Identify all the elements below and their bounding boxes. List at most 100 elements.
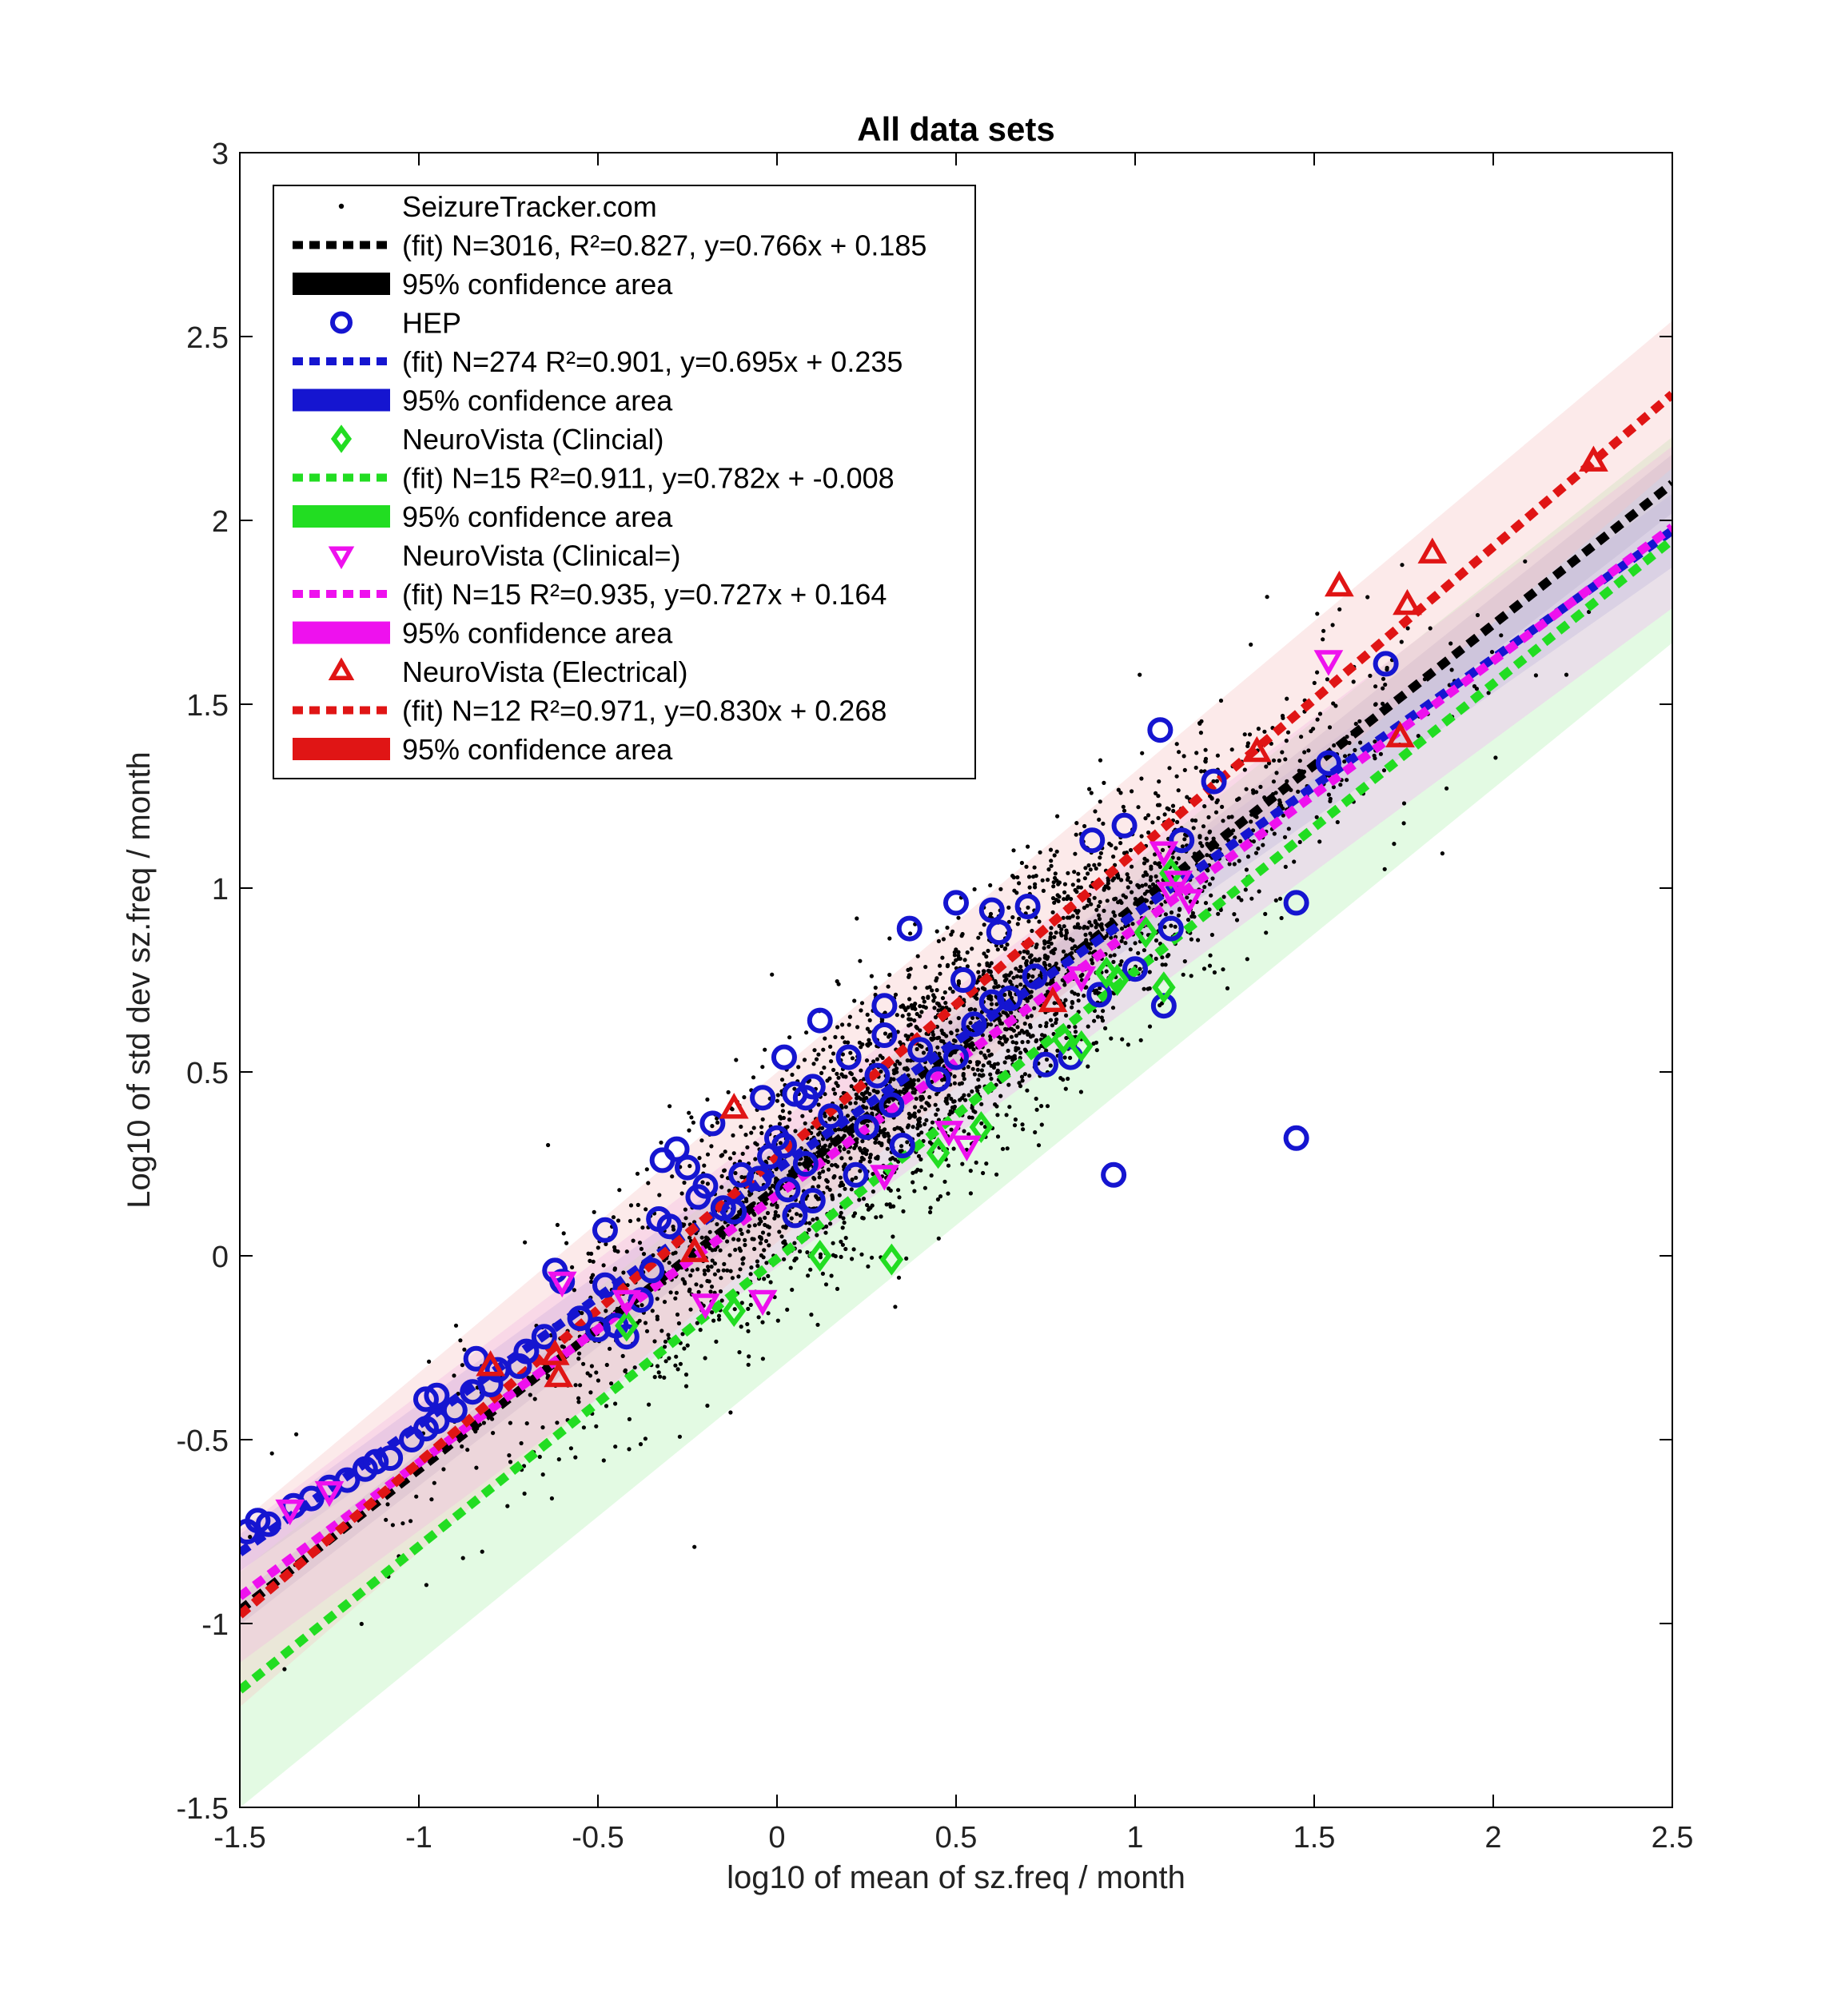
seizuretracker-point (859, 1008, 863, 1013)
seizuretracker-point (1191, 826, 1196, 831)
hep-point (943, 1044, 969, 1070)
seizuretracker-point (1026, 919, 1031, 924)
seizuretracker-point (643, 1321, 648, 1325)
seizuretracker-point (658, 1374, 663, 1379)
seizuretracker-point (765, 1224, 770, 1229)
seizuretracker-point (902, 1066, 907, 1071)
seizuretracker-point (1011, 975, 1016, 980)
seizuretracker-point (625, 1283, 630, 1288)
seizuretracker-point (934, 988, 939, 993)
seizuretracker-point (848, 1156, 853, 1161)
neurovista-clincial-point (879, 1243, 904, 1276)
seizuretracker-point (895, 1059, 900, 1064)
seizuretracker-point (636, 1217, 641, 1222)
seizuretracker-point (904, 1256, 909, 1261)
seizuretracker-point (624, 1249, 629, 1254)
seizuretracker-point (731, 1151, 736, 1156)
seizuretracker-point (1026, 973, 1031, 978)
legend: SeizureTracker.com(fit) N=3016, R²=0.827… (273, 185, 976, 779)
neurovista-clincial-point (807, 1240, 832, 1272)
hep-point (1315, 750, 1341, 776)
seizuretracker-point (942, 1077, 946, 1082)
seizuretracker-point (880, 1055, 885, 1060)
seizuretracker-point (723, 1149, 727, 1154)
seizuretracker-point (911, 1125, 915, 1130)
seizuretracker-point (1086, 871, 1090, 876)
legend-item-2: (fit) N=3016, R²=0.827, y=0.766x + 0.185 (293, 229, 926, 262)
y-tick-label: 2 (212, 505, 229, 539)
seizuretracker-point (775, 1093, 780, 1098)
seizuretracker-point (810, 1125, 815, 1130)
seizuretracker-point (1306, 748, 1311, 753)
seizuretracker-point (1042, 962, 1047, 966)
seizuretracker-point (839, 1156, 844, 1161)
seizuretracker-point (1082, 823, 1087, 829)
seizuretracker-point (699, 1284, 703, 1289)
hep-point (943, 890, 969, 916)
hep-point (871, 993, 898, 1019)
seizuretracker-point (1030, 958, 1034, 963)
legend-band-symbol (293, 273, 390, 295)
seizuretracker-point (984, 1161, 989, 1166)
seizuretracker-point (1076, 909, 1081, 914)
hep-point (889, 1133, 915, 1158)
seizuretracker-point (414, 1494, 419, 1499)
seizuretracker-point (1212, 970, 1217, 975)
hep-point (1022, 963, 1048, 990)
seizuretracker-point (746, 1306, 751, 1311)
seizuretracker-point (1018, 1084, 1023, 1089)
seizuretracker-point (993, 1102, 998, 1107)
seizuretracker-point (465, 1448, 470, 1452)
neurovista-clinical-point (612, 1289, 642, 1317)
seizuretracker-point (920, 1096, 926, 1101)
seizuretracker-point (1039, 1104, 1044, 1109)
seizuretracker-point (1002, 1034, 1006, 1039)
seizuretracker-point (798, 1249, 803, 1254)
hep-point (835, 1044, 862, 1070)
seizuretracker-point (1142, 948, 1146, 953)
seizuretracker-point (875, 1154, 880, 1159)
seizuretracker-point (934, 976, 939, 981)
seizuretracker-point (905, 1140, 910, 1145)
seizuretracker-point (975, 1088, 980, 1093)
x-tick-label: 1.5 (1293, 1821, 1336, 1855)
seizuretracker-point (1331, 701, 1336, 706)
y-tick-label: 2.5 (186, 321, 229, 355)
seizuretracker-point (770, 972, 775, 977)
seizuretracker-point (1109, 1036, 1114, 1041)
seizuretracker-point (1141, 874, 1146, 879)
seizuretracker-point (1017, 1081, 1022, 1086)
seizuretracker-point (753, 1157, 758, 1161)
seizuretracker-point (804, 1030, 809, 1035)
seizuretracker-point (970, 946, 974, 951)
seizuretracker-point (959, 934, 964, 938)
seizuretracker-point (1215, 753, 1220, 758)
seizuretracker-point (907, 1115, 912, 1120)
hep-point (1033, 1051, 1058, 1078)
seizuretracker-point (655, 1297, 659, 1301)
seizuretracker-point (994, 1070, 999, 1075)
seizuretracker-point (682, 1222, 687, 1227)
x-tick-label: 2 (1484, 1821, 1501, 1855)
legend-item-3: 95% confidence area (293, 268, 673, 301)
seizuretracker-point (719, 1153, 723, 1158)
seizuretracker-point (730, 1276, 735, 1281)
seizuretracker-point (1019, 1074, 1025, 1079)
seizuretracker-point (1154, 956, 1158, 961)
seizuretracker-point (975, 1067, 980, 1072)
seizuretracker-point (852, 998, 857, 1003)
seizuretracker-point (1032, 865, 1037, 870)
seizuretracker-point (588, 1258, 592, 1263)
seizuretracker-point (956, 953, 961, 958)
neurovista-clinical-point (870, 1165, 899, 1191)
seizuretracker-point (1058, 930, 1063, 935)
seizuretracker-point (846, 1040, 851, 1045)
seizuretracker-point (1121, 804, 1126, 809)
seizuretracker-point (580, 1311, 584, 1316)
seizuretracker-point (560, 1344, 564, 1349)
fit-line-neurovista-clincial (240, 536, 1672, 1694)
hep-point (255, 1511, 281, 1537)
seizuretracker-point (715, 1120, 720, 1125)
seizuretracker-point (613, 1401, 618, 1406)
seizuretracker-point (884, 1202, 889, 1207)
